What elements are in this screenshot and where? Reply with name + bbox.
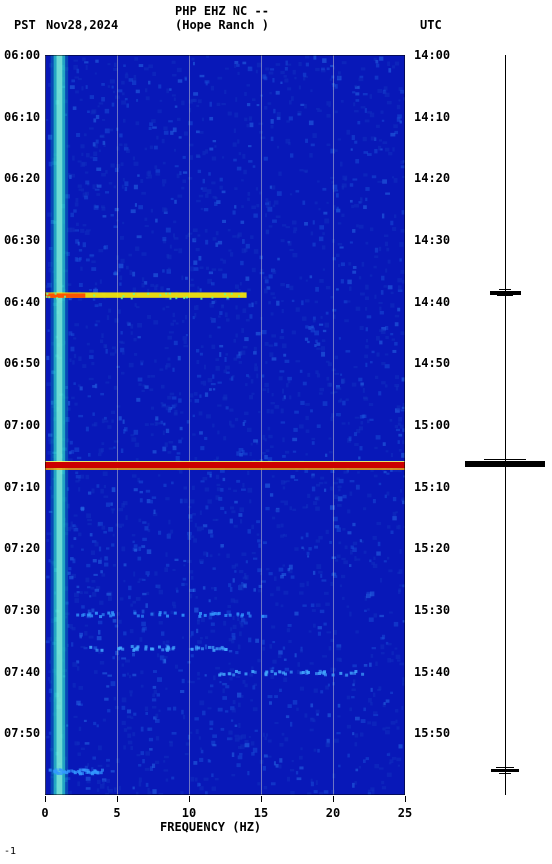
spectrogram-plot xyxy=(45,55,405,795)
y-left-label: 07:30 xyxy=(4,603,40,617)
seis-spike xyxy=(497,770,512,771)
seis-spike xyxy=(497,292,514,293)
y-right-label: 14:10 xyxy=(414,110,450,124)
y-right-label: 15:20 xyxy=(414,541,450,555)
x-tick xyxy=(117,796,118,802)
x-tick-label: 0 xyxy=(41,806,48,820)
y-right-label: 14:40 xyxy=(414,295,450,309)
right-timezone: UTC xyxy=(420,18,442,32)
y-left-label: 06:50 xyxy=(4,356,40,370)
y-left-label: 06:40 xyxy=(4,295,40,309)
x-tick xyxy=(45,796,46,802)
x-tick-label: 15 xyxy=(254,806,268,820)
y-right-label: 14:30 xyxy=(414,233,450,247)
footer-mark: -1 xyxy=(4,846,16,857)
x-tick-label: 5 xyxy=(113,806,120,820)
x-tick-label: 20 xyxy=(326,806,340,820)
y-left-label: 06:30 xyxy=(4,233,40,247)
seis-spike xyxy=(482,462,529,463)
seis-spike xyxy=(497,295,514,296)
x-tick xyxy=(261,796,262,802)
y-right-label: 14:50 xyxy=(414,356,450,370)
seismogram-panel xyxy=(460,55,550,795)
y-right-label: 14:00 xyxy=(414,48,450,62)
x-axis-title: FREQUENCY (HZ) xyxy=(160,820,261,834)
y-right-label: 15:10 xyxy=(414,480,450,494)
y-left-label: 06:00 xyxy=(4,48,40,62)
x-tick-label: 10 xyxy=(182,806,196,820)
seismogram-baseline xyxy=(505,55,506,795)
y-right-label: 15:30 xyxy=(414,603,450,617)
y-right-label: 15:50 xyxy=(414,726,450,740)
y-right-label: 14:20 xyxy=(414,171,450,185)
y-left-label: 07:20 xyxy=(4,541,40,555)
x-tick-label: 25 xyxy=(398,806,412,820)
seis-spike xyxy=(499,289,512,290)
y-right-label: 15:00 xyxy=(414,418,450,432)
y-left-label: 07:50 xyxy=(4,726,40,740)
y-left-label: 07:10 xyxy=(4,480,40,494)
left-timezone: PST xyxy=(14,18,36,32)
y-left-label: 06:10 xyxy=(4,110,40,124)
seis-spike xyxy=(499,773,510,774)
date-label: Nov28,2024 xyxy=(46,18,118,32)
seis-spike xyxy=(496,767,514,768)
x-tick xyxy=(189,796,190,802)
y-left-label: 06:20 xyxy=(4,171,40,185)
y-left-label: 07:00 xyxy=(4,418,40,432)
spectrogram-canvas xyxy=(45,55,405,795)
x-tick xyxy=(333,796,334,802)
y-right-label: 15:40 xyxy=(414,665,450,679)
station-code: PHP EHZ NC -- xyxy=(175,4,269,18)
seis-spike xyxy=(486,465,524,466)
x-tick xyxy=(405,796,406,802)
station-name: (Hope Ranch ) xyxy=(175,18,269,32)
seis-spike xyxy=(484,459,526,460)
y-left-label: 07:40 xyxy=(4,665,40,679)
